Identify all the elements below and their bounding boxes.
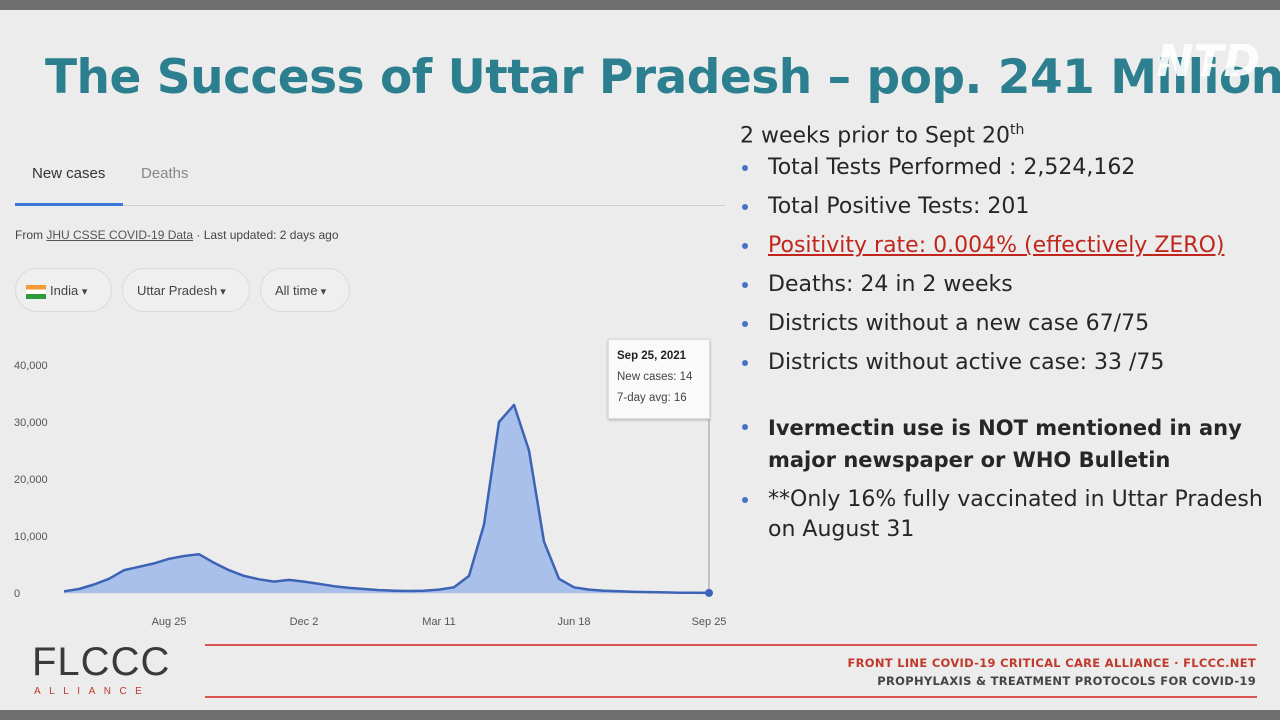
x-tick-label: Mar 11 <box>422 616 455 628</box>
filter-label: India <box>50 283 79 298</box>
filter[interactable]: Uttar Pradesh <box>122 268 250 312</box>
tooltip-cases: New cases: 14 <box>617 371 693 383</box>
slide: The Success of Uttar Pradesh – pop. 241 … <box>0 10 1280 710</box>
brand-sub: ALLIANCE <box>34 686 151 697</box>
panel-heading: 2 weeks prior to Sept 20th <box>740 115 1265 151</box>
x-tick-label: Sep 25 <box>692 616 727 628</box>
footer-rule <box>205 644 1257 646</box>
hover-point <box>705 588 713 597</box>
y-tick-label: 0 <box>14 588 20 600</box>
bullet: Ivermectin use is NOT mentioned in any m… <box>740 412 1265 476</box>
filter[interactable]: India <box>15 268 112 312</box>
updated: · Last updated: 2 days ago <box>196 228 339 242</box>
tooltip: Sep 25, 2021 New cases: 14 7-day avg: 16 <box>608 339 710 419</box>
bullet: Total Tests Performed : 2,524,162 <box>740 153 1265 183</box>
footer-line: FRONT LINE COVID-19 CRITICAL CARE ALLIAN… <box>847 656 1256 670</box>
tab-indicator <box>15 203 123 206</box>
source-link[interactable]: JHU CSSE COVID-19 Data <box>46 228 194 242</box>
x-tick-label: Dec 2 <box>290 616 319 628</box>
source-line: From JHU CSSE COVID-19 Data · Last updat… <box>15 228 339 242</box>
heading-sup: th <box>1010 122 1025 138</box>
filter-label: Uttar Pradesh <box>137 283 218 298</box>
slide-title: The Success of Uttar Pradesh – pop. 241 … <box>45 50 1280 105</box>
heading-text: 2 weeks prior to Sept 20 <box>740 123 1011 149</box>
bullet: Total Positive Tests: 201 <box>740 192 1265 222</box>
divider <box>123 205 725 206</box>
facts-panel: 2 weeks prior to Sept 20th Total Tests P… <box>740 115 1265 545</box>
tooltip-date: Sep 25, 2021 <box>617 350 687 362</box>
tooltip-avg: 7-day avg: 16 <box>617 392 687 404</box>
bullet: Districts without active case: 33 /75 <box>740 348 1265 378</box>
source-prefix: From <box>15 228 43 242</box>
bullet: **Only 16% fully vaccinated in Uttar Pra… <box>740 485 1265 545</box>
tab[interactable]: New cases <box>32 165 106 182</box>
brand: FLCCC <box>32 640 171 684</box>
line <box>63 403 710 595</box>
x-tick-label: Jun 18 <box>557 616 590 628</box>
tab[interactable]: Deaths <box>141 165 189 182</box>
y-tick-label: 40,000 <box>14 360 48 372</box>
flag <box>26 284 46 299</box>
bullet: Deaths: 24 in 2 weeks <box>740 270 1265 300</box>
y-tick-label: 30,000 <box>14 417 48 429</box>
filter-label: All time <box>275 283 318 298</box>
y-tick-label: 20,000 <box>14 474 48 486</box>
footer-rule <box>205 696 1257 698</box>
filter[interactable]: All time <box>260 268 350 312</box>
channel-logo: NTD <box>1156 36 1260 87</box>
x-tick-label: Aug 25 <box>152 616 187 628</box>
chart: 0 10,000 20,000 30,000 40,000 Aug 25 Dec 2 Mar … <box>14 360 727 628</box>
area <box>64 404 709 593</box>
footer-line: PROPHYLAXIS & TREATMENT PROTOCOLS FOR CO… <box>877 674 1256 688</box>
bullet: Districts without a new case 67/75 <box>740 309 1265 339</box>
bullet: Positivity rate: 0.004% (effectively ZER… <box>740 231 1265 261</box>
y-tick-label: 10,000 <box>14 531 48 543</box>
